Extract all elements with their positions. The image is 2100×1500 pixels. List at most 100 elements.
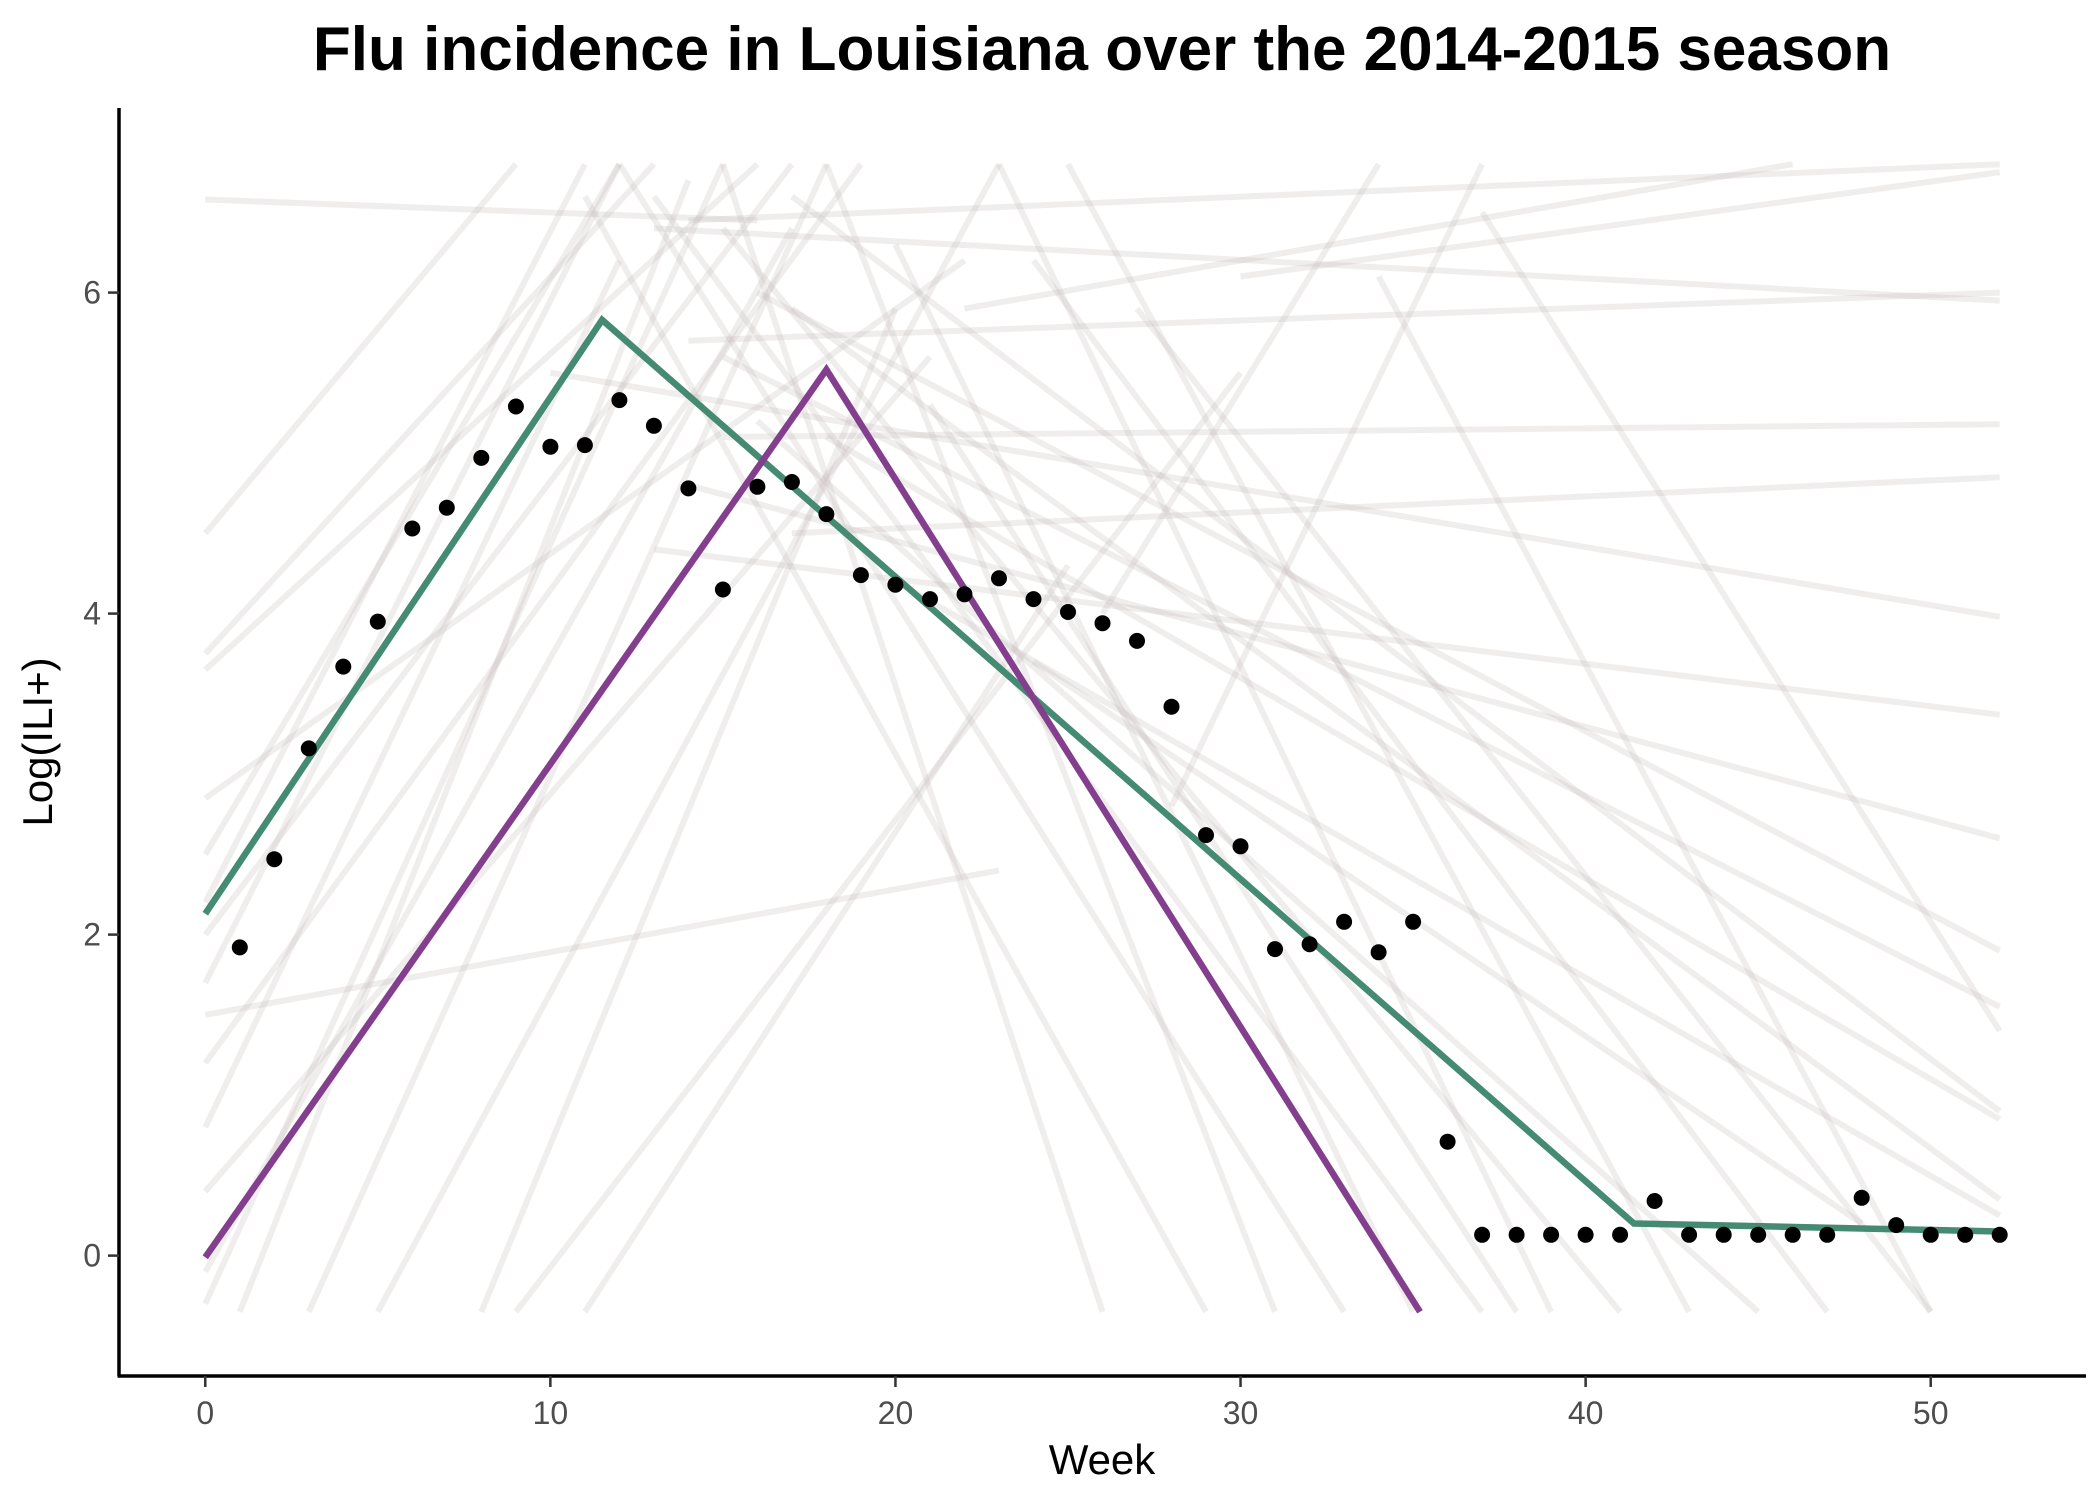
data-point <box>1681 1226 1698 1243</box>
data-point <box>1405 913 1422 930</box>
data-point <box>1888 1217 1905 1234</box>
data-point <box>1612 1226 1629 1243</box>
data-point <box>1853 1189 1870 1206</box>
trajectory-line-24 <box>722 421 2000 440</box>
data-point <box>369 613 386 630</box>
data-point <box>1129 632 1145 649</box>
x-tick-label: 0 <box>196 1395 214 1431</box>
axes <box>117 108 2086 1378</box>
data-point <box>404 520 421 537</box>
data-point <box>818 506 835 523</box>
data-point <box>1163 698 1180 715</box>
y-tick-label: 4 <box>83 596 101 632</box>
trajectory-line-20 <box>204 867 1000 1018</box>
y-axis-label: Log(ILI+) <box>14 657 61 826</box>
x-tick-label: 40 <box>1568 1395 1604 1431</box>
trajectory-line-4 <box>203 258 967 801</box>
x-tick-label: 30 <box>1223 1395 1259 1431</box>
data-point <box>1922 1226 1939 1243</box>
trajectory-line-29 <box>755 289 2002 954</box>
trajectory-line-2 <box>203 162 657 656</box>
trajectory-line-28 <box>687 482 2001 842</box>
trajectory-line-16 <box>375 162 1002 1314</box>
trajectory-line-21 <box>688 161 2000 224</box>
trajectory-line-39 <box>720 163 1106 1313</box>
trajectory-line-1 <box>203 162 519 536</box>
trajectory-line-54 <box>1031 659 1864 1226</box>
y-tick-label: 0 <box>83 1238 101 1274</box>
trajectory-line-34 <box>755 418 1761 1315</box>
trajectory-line-44 <box>1031 258 1830 1314</box>
data-point <box>335 658 352 675</box>
data-point <box>1025 591 1042 608</box>
trajectory-line-17 <box>513 370 1243 1314</box>
data-point <box>1819 1226 1836 1243</box>
data-point <box>473 449 490 466</box>
x-tick-label: 50 <box>1913 1395 1949 1431</box>
trajectory-line-43 <box>1065 162 1692 1314</box>
series-line-0 <box>202 315 2000 1235</box>
trajectory-line-8 <box>202 162 623 985</box>
series-line-1 <box>202 363 1423 1314</box>
data-point <box>300 740 317 757</box>
data-point <box>1784 1226 1801 1243</box>
data-point <box>922 591 938 608</box>
trajectory-line-11 <box>203 354 933 1194</box>
x-axis-label: Week <box>1049 1436 1157 1483</box>
trajectory-line-5 <box>202 162 622 856</box>
trajectory-line-35 <box>720 226 1623 1314</box>
data-point <box>1750 1226 1767 1243</box>
data-point <box>1543 1226 1560 1243</box>
data-point <box>1336 913 1353 930</box>
data-point <box>887 576 904 593</box>
x-tick-label: 10 <box>533 1395 569 1431</box>
trajectory-line-41 <box>996 162 1554 1314</box>
trajectory-line-51 <box>1240 169 2001 280</box>
trajectory-line-22 <box>653 225 2000 304</box>
data-point <box>680 480 697 497</box>
trajectory-line-9 <box>202 162 864 1065</box>
data-point <box>1715 1226 1732 1243</box>
y-tick-label: 6 <box>83 275 101 311</box>
sample-trajectories <box>202 161 2003 1315</box>
y-tick-label: 2 <box>83 917 101 953</box>
trajectory-line-3 <box>203 161 760 673</box>
trajectory-line-47 <box>927 403 1520 1314</box>
data-point <box>1301 936 1318 953</box>
trajectory-line-33 <box>893 578 2002 1219</box>
trajectory-line-10 <box>202 259 623 1129</box>
data-point <box>1508 1226 1525 1243</box>
data-point <box>1991 1226 2008 1243</box>
data-point <box>783 474 800 490</box>
trajectory-line-6 <box>202 162 588 904</box>
y-axis-ticks: 0 2 4 6 <box>83 275 119 1274</box>
data-point <box>1267 941 1283 958</box>
trajectory-line-0 <box>205 196 758 224</box>
data-point <box>991 570 1007 587</box>
data-point <box>645 417 662 434</box>
trajectory-line-52 <box>1099 162 1382 616</box>
data-point <box>852 567 869 584</box>
data-point <box>1957 1226 1974 1243</box>
trajectory-line-49 <box>1479 210 2003 1033</box>
data-point <box>1232 838 1249 855</box>
trajectory-line-50 <box>963 161 1794 312</box>
data-point <box>749 478 766 495</box>
trajectory-line-40 <box>892 243 1416 1314</box>
chart-title: Flu incidence in Louisiana over the 2014… <box>313 15 1891 84</box>
data-point <box>1370 944 1387 961</box>
trajectory-line-31 <box>824 434 2002 1122</box>
trajectory-line-14 <box>237 179 692 1313</box>
observed-points <box>231 392 2008 1243</box>
data-point <box>1094 615 1111 632</box>
data-point <box>542 438 559 455</box>
data-point <box>714 581 731 598</box>
trajectory-line-23 <box>688 289 2000 344</box>
trajectory-line-18 <box>478 307 899 1313</box>
data-point <box>438 499 455 516</box>
data-point <box>1474 1226 1491 1243</box>
trajectory-line-19 <box>582 563 1071 1314</box>
data-point <box>1198 827 1214 844</box>
data-point <box>507 398 524 415</box>
